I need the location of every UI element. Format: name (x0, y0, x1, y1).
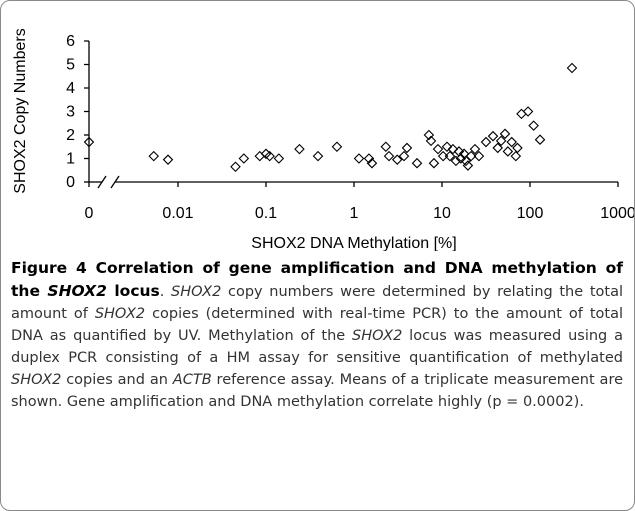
data-point (473, 150, 485, 162)
data-point (148, 150, 160, 162)
caption-text: SHOX2 (11, 372, 62, 388)
data-point (294, 143, 305, 155)
x-tick-label: 1000 (600, 205, 634, 222)
caption-text: locus was measured using a duplex PCR co… (11, 328, 623, 366)
data-point (502, 146, 514, 157)
data-point (398, 150, 410, 162)
axis-break (97, 175, 107, 189)
caption-text: . (159, 284, 172, 300)
y-axis-label: SHOX2 Copy Numbers (12, 28, 29, 193)
data-point (495, 135, 507, 147)
y-tick-label: 0 (66, 174, 75, 191)
axis-break (110, 175, 120, 189)
caption-text: SHOX2 (352, 328, 403, 344)
data-point (162, 154, 174, 165)
y-tick-label: 1 (66, 151, 75, 168)
caption-text: ACTB (172, 372, 212, 388)
data-point (366, 157, 378, 169)
data-point (363, 153, 375, 164)
data-point (450, 155, 462, 167)
caption-text: SHOX2 (171, 284, 222, 300)
data-point (423, 129, 435, 141)
y-tick-label: 2 (66, 127, 75, 144)
data-point (331, 141, 343, 153)
data-point (391, 154, 403, 165)
data-point (383, 150, 395, 162)
data-point (230, 161, 241, 173)
caption-text: SHOX2 (47, 282, 107, 300)
data-point (487, 130, 499, 142)
data-point (534, 134, 546, 145)
data-point (411, 157, 423, 169)
data-point (447, 143, 459, 155)
caption-text: Figure 4 Correlation of gene amplificati… (11, 259, 623, 300)
y-tick-label: 6 (66, 33, 75, 50)
caption-text: locus (106, 282, 160, 300)
data-point (460, 155, 472, 167)
caption-text: copy numbers were determined by relating… (11, 284, 623, 322)
data-point (465, 150, 477, 162)
x-tick-label: 0.01 (162, 205, 193, 222)
caption-text: SHOX2 (94, 306, 146, 322)
data-point (480, 136, 492, 148)
x-tick-label: 10 (433, 205, 451, 222)
data-point (264, 150, 275, 162)
data-point (499, 128, 511, 140)
caption-text: copies (determined with real-time PCR) t… (11, 306, 623, 344)
data-point (566, 62, 578, 74)
x-tick-label: 100 (517, 205, 544, 222)
caption-text: copies and an (61, 372, 173, 388)
data-point (425, 135, 437, 147)
data-point (506, 136, 518, 148)
chart: SHOX2 Copy Numbers SHOX2 DNA Methylation… (12, 28, 634, 251)
data-point (469, 143, 481, 155)
data-point (273, 153, 285, 164)
data-point (312, 150, 324, 162)
data-point (522, 106, 534, 117)
data-point (492, 142, 504, 154)
data-point (510, 150, 522, 162)
data-point (437, 150, 449, 162)
data-point (455, 153, 467, 164)
data-point (441, 141, 453, 153)
data-point (428, 157, 440, 169)
x-tick-label: 1 (350, 205, 359, 222)
data-point (432, 143, 444, 155)
y-tick-label: 4 (66, 80, 75, 97)
data-point (401, 142, 413, 154)
x-axis-label: SHOX2 DNA Methylation [%] (251, 235, 456, 251)
data-point (528, 120, 539, 131)
data-point (512, 142, 523, 154)
caption: Figure 4 Correlation of gene amplificati… (11, 257, 623, 413)
data-point (380, 141, 392, 153)
y-tick-label: 5 (66, 57, 75, 74)
data-point (462, 160, 474, 171)
x-tick-label: 0 (85, 205, 94, 222)
y-tick-label: 3 (66, 104, 75, 121)
data-point (353, 153, 365, 164)
caption-text: reference assay. Means of a triplicate m… (11, 372, 624, 410)
data-point (444, 150, 456, 162)
data-point (238, 153, 250, 164)
x-tick-label: 0.1 (255, 205, 277, 222)
data-point (83, 136, 95, 148)
